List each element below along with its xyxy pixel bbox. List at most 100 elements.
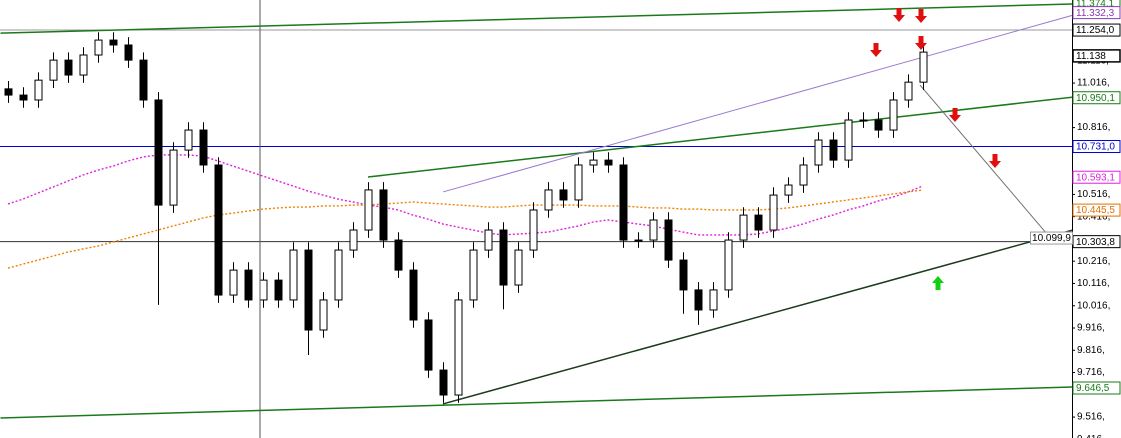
candle-body bbox=[49, 59, 58, 81]
trend-end-label: 10.099,9 bbox=[1030, 231, 1073, 245]
candle-body bbox=[559, 189, 568, 201]
price-label-box bbox=[1072, 170, 1121, 184]
candle-body bbox=[739, 214, 748, 241]
candle-body bbox=[799, 164, 808, 186]
trend-line bbox=[442, 229, 1072, 405]
trend-end-text: 10.099,9 bbox=[1032, 233, 1071, 244]
candle-body bbox=[229, 269, 238, 296]
candle-body bbox=[109, 39, 118, 46]
price-label: 9.646,5 bbox=[1076, 383, 1110, 394]
candle-body bbox=[469, 249, 478, 301]
candle-body bbox=[829, 139, 838, 161]
price-label-box bbox=[1072, 381, 1121, 395]
candle-body bbox=[79, 54, 88, 76]
candle-body bbox=[184, 129, 193, 151]
price-label: 11.332,3 bbox=[1076, 8, 1115, 19]
trend-line bbox=[919, 84, 1051, 239]
candle-body bbox=[514, 249, 523, 286]
candle-body bbox=[319, 299, 328, 331]
candle-body bbox=[289, 249, 298, 301]
candle-body bbox=[94, 39, 103, 56]
y-tick-label: 9.916, bbox=[1077, 323, 1105, 334]
candle-body bbox=[754, 214, 763, 231]
candle-body bbox=[394, 239, 403, 271]
candle-body bbox=[649, 219, 658, 241]
candle-body bbox=[274, 279, 283, 301]
candle-body bbox=[19, 94, 28, 101]
price-label: 11.374,1 bbox=[1076, 0, 1115, 9]
y-tick-label: 9.716, bbox=[1077, 367, 1105, 378]
candle-body bbox=[814, 139, 823, 166]
candle-body bbox=[484, 229, 493, 251]
price-label: 11.254,0 bbox=[1076, 25, 1115, 36]
y-tick-label: 10.016, bbox=[1077, 300, 1110, 311]
moving-average bbox=[7, 189, 924, 269]
candle-body bbox=[589, 159, 598, 166]
trend-line bbox=[0, 3, 1072, 34]
y-tick-label: 10.216, bbox=[1077, 256, 1110, 267]
candle-body bbox=[769, 194, 778, 231]
price-label: 10.593,1 bbox=[1076, 172, 1115, 183]
label-box bbox=[1030, 231, 1073, 245]
candle-body bbox=[619, 164, 628, 241]
candle-body bbox=[454, 299, 463, 396]
candle-body bbox=[349, 229, 358, 251]
candle-body bbox=[424, 319, 433, 371]
candle-body bbox=[244, 269, 253, 301]
price-label: 10.303,8 bbox=[1076, 237, 1115, 248]
candle-body bbox=[544, 189, 553, 211]
plot-area bbox=[0, 3, 1072, 419]
price-label: 10.731,0 bbox=[1076, 142, 1115, 153]
price-label: 10.445,5 bbox=[1076, 205, 1115, 216]
candle-body bbox=[154, 99, 163, 206]
price-label: 10.950,1 bbox=[1076, 93, 1115, 104]
candle-body bbox=[199, 129, 208, 166]
candle-body bbox=[889, 99, 898, 131]
candle-body bbox=[499, 229, 508, 286]
price-label-box bbox=[1072, 49, 1121, 63]
y-tick-label: 11.016, bbox=[1077, 78, 1110, 89]
candle-body bbox=[64, 59, 73, 76]
price-label-box bbox=[1072, 140, 1121, 154]
candle-body bbox=[604, 159, 613, 166]
y-tick-label: 10.416, bbox=[1077, 211, 1110, 222]
candle-body bbox=[409, 269, 418, 321]
trend-line bbox=[442, 14, 1072, 193]
price-label-box bbox=[1072, 91, 1121, 105]
candle-body bbox=[439, 369, 448, 396]
y-tick-label: 9.516, bbox=[1077, 412, 1105, 423]
candle-body bbox=[334, 249, 343, 301]
y-tick-label: 10.816, bbox=[1077, 122, 1110, 133]
candle-body bbox=[874, 119, 883, 131]
price-label-box bbox=[1072, 6, 1121, 20]
y-tick-label: 9.416, bbox=[1077, 434, 1105, 438]
candle-body bbox=[784, 184, 793, 196]
candle-body bbox=[904, 81, 913, 101]
candle-body bbox=[364, 189, 373, 231]
candle-body bbox=[709, 289, 718, 311]
candle-body bbox=[259, 279, 268, 301]
candle-body bbox=[679, 259, 688, 291]
candle-body bbox=[724, 239, 733, 291]
candle-body bbox=[214, 164, 223, 296]
candle-body bbox=[574, 164, 583, 201]
y-axis-labels: 11.116,11.016,10.816,10.516,10.416,10.21… bbox=[1072, 0, 1121, 438]
candle-body bbox=[169, 149, 178, 206]
candle-body bbox=[379, 189, 388, 241]
price-label-box bbox=[1072, 203, 1121, 217]
candle-body bbox=[919, 51, 928, 83]
candle-body bbox=[529, 209, 538, 251]
candle-body bbox=[859, 119, 868, 122]
price-label-box bbox=[1072, 23, 1121, 37]
candle-body bbox=[634, 239, 643, 242]
candle-body bbox=[664, 219, 673, 261]
price-label: 11.138 bbox=[1076, 51, 1106, 62]
candle-body bbox=[34, 79, 43, 101]
candle-body bbox=[124, 44, 133, 61]
y-tick-label: 10.116, bbox=[1077, 278, 1110, 289]
y-tick-label: 10.516, bbox=[1077, 189, 1110, 200]
y-tick-label: 9.816, bbox=[1077, 345, 1105, 356]
